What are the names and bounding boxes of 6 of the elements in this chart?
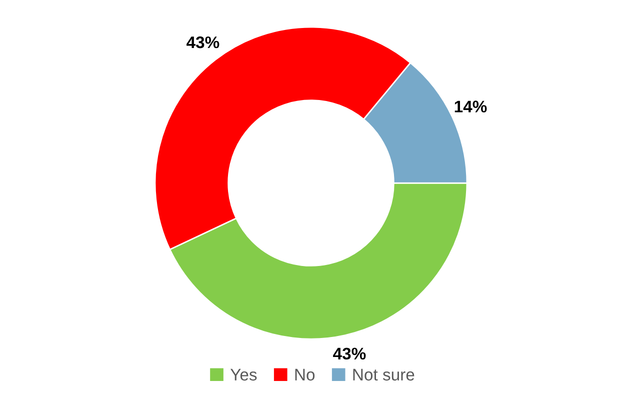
data-label: 14% (454, 100, 487, 112)
data-label: 43% (186, 36, 220, 48)
legend-label: No (295, 368, 315, 381)
legend-label: Not sure (353, 368, 414, 381)
data-label: 43% (333, 348, 366, 360)
legend-label: Yes (230, 368, 257, 381)
